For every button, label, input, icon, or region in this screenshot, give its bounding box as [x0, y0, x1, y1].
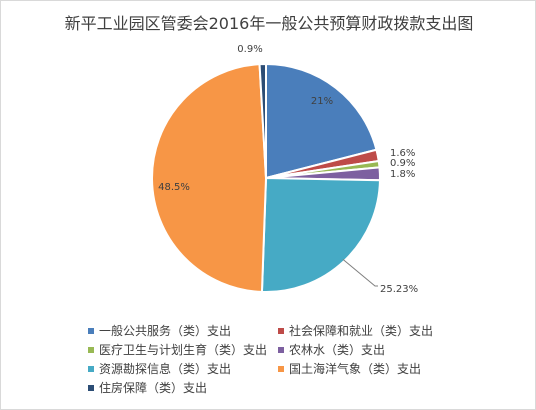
legend-swatch: [88, 327, 94, 334]
legend-swatch: [278, 346, 284, 353]
legend-label: 农林水（类）支出: [289, 343, 386, 357]
legend-item: 住房保障（类）支出: [88, 380, 278, 395]
legend-label: 国土海洋气象（类）支出: [289, 362, 422, 376]
legend: 一般公共服务（类）支出 社会保障和就业（类）支出 医疗卫生与计划生育（类）支出 …: [88, 323, 488, 395]
legend-label: 社会保障和就业（类）支出: [289, 324, 434, 338]
pie-slice: [258, 62, 267, 179]
leader-line: [342, 258, 378, 287]
legend-item: 社会保障和就业（类）支出: [278, 323, 478, 338]
pie-slice: [265, 62, 378, 180]
data-label: 0.9%: [390, 158, 415, 169]
legend-label: 医疗卫生与计划生育（类）支出: [99, 343, 268, 357]
data-label: 0.9%: [237, 44, 262, 55]
legend-item: 一般公共服务（类）支出: [88, 323, 278, 338]
legend-swatch: [278, 365, 284, 372]
legend-swatch: [88, 365, 94, 372]
legend-label: 住房保障（类）支出: [99, 381, 208, 395]
data-label: 48.5%: [158, 182, 190, 193]
legend-label: 资源勘探信息（类）支出: [99, 362, 232, 376]
chart-title: 新平工业园区管委会2016年一般公共预算财政拨款支出图: [64, 14, 474, 33]
legend-item: 医疗卫生与计划生育（类）支出: [88, 342, 278, 357]
pie-slice: [151, 63, 268, 293]
data-label: 1.8%: [390, 169, 415, 180]
legend-item: 资源勘探信息（类）支出: [88, 361, 278, 376]
legend-item: 国土海洋气象（类）支出: [278, 361, 478, 376]
data-label: 21%: [311, 96, 333, 107]
legend-swatch: [88, 346, 94, 353]
data-label: 1.6%: [390, 148, 415, 159]
legend-label: 一般公共服务（类）支出: [99, 324, 232, 338]
legend-swatch: [278, 327, 284, 334]
legend-swatch: [88, 384, 94, 391]
data-label: 25.23%: [380, 284, 418, 295]
legend-item: 农林水（类）支出: [278, 342, 478, 357]
